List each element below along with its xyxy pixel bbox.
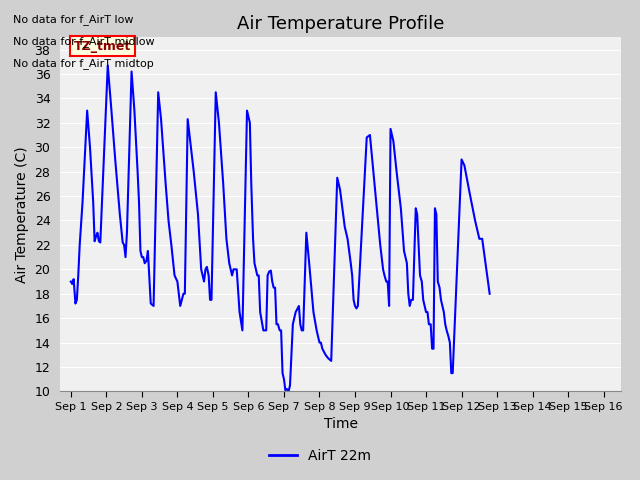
Legend: AirT 22m: AirT 22m: [264, 443, 376, 468]
Text: No data for f_AirT low: No data for f_AirT low: [13, 14, 133, 25]
Text: No data for f_AirT midlow: No data for f_AirT midlow: [13, 36, 154, 47]
X-axis label: Time: Time: [324, 418, 358, 432]
Title: Air Temperature Profile: Air Temperature Profile: [237, 15, 445, 33]
Text: No data for f_AirT midtop: No data for f_AirT midtop: [13, 58, 154, 69]
Y-axis label: Air Temperature (C): Air Temperature (C): [15, 146, 29, 283]
Text: TZ_tmet: TZ_tmet: [74, 39, 131, 52]
